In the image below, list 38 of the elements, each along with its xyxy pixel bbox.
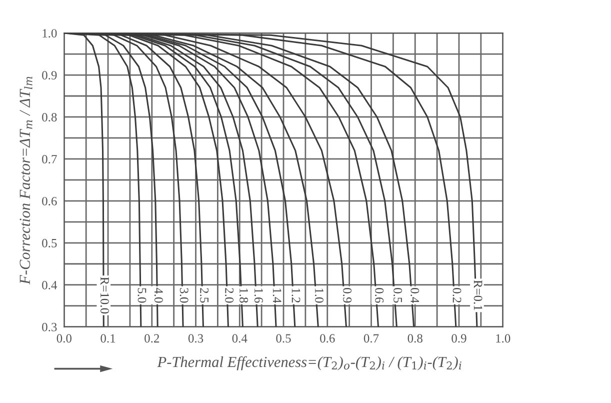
text: 0.2 <box>452 288 462 302</box>
x-tick-label: 1.0 <box>496 334 510 343</box>
x-tick-label: 0.5 <box>276 334 291 343</box>
text: 0.6 <box>375 288 384 303</box>
text: 2.0 <box>225 288 234 303</box>
x-tick-label: 0.9 <box>452 334 466 343</box>
y-axis-title: F-Correction Factor=ΔT$_{m}$ / ΔT$_{lm}$ <box>20 76 32 284</box>
y-tick-label: 0.5 <box>42 238 57 248</box>
x-tick-label: 0.6 <box>320 334 335 343</box>
text: 1.4 <box>272 288 282 303</box>
text: 0.4 <box>410 288 420 303</box>
text: 1.2 <box>292 288 300 302</box>
y-tick-label: 0.6 <box>42 196 57 206</box>
y-tick-label: 0.8 <box>42 113 57 122</box>
text: 3.0 <box>180 288 188 303</box>
text: R=10.0 <box>100 277 109 314</box>
text: 1.0 <box>314 288 324 303</box>
y-tick-label: 0.7 <box>42 154 57 164</box>
x-tick-label: 0.8 <box>408 334 422 343</box>
text: 1.8 <box>240 288 248 303</box>
x-tick-label: 0.7 <box>364 334 379 343</box>
y-tick-label: 0.9 <box>42 71 57 80</box>
text: 4.0 <box>154 288 163 303</box>
text: 1.6 <box>254 288 263 303</box>
text: 5.0 <box>138 288 146 303</box>
y-tick-label: 0.4 <box>42 280 58 290</box>
text: P-Thermal Effectiveness=(T$_{2}$)$_{o}$-(T$_{2}$)$_{i}$ / (T$_{1}$)$_{i}$-(T$_{2}$)$_{i}$ <box>157 356 462 370</box>
x-tick-label: 0.0 <box>56 334 72 343</box>
text: R=0.1 <box>474 280 482 310</box>
y-tick-label: 0.3 <box>42 322 57 332</box>
text: 0.5 <box>394 288 402 303</box>
x-tick-label: 0.4 <box>232 334 248 343</box>
x-tick-label: 0.1 <box>100 334 116 343</box>
text: 2.5 <box>200 288 208 303</box>
text: 0.9 <box>343 288 352 303</box>
x-tick-label: 0.3 <box>188 334 204 343</box>
x-tick-label: 0.2 <box>144 334 160 343</box>
y-tick-label: 1.0 <box>42 29 57 38</box>
